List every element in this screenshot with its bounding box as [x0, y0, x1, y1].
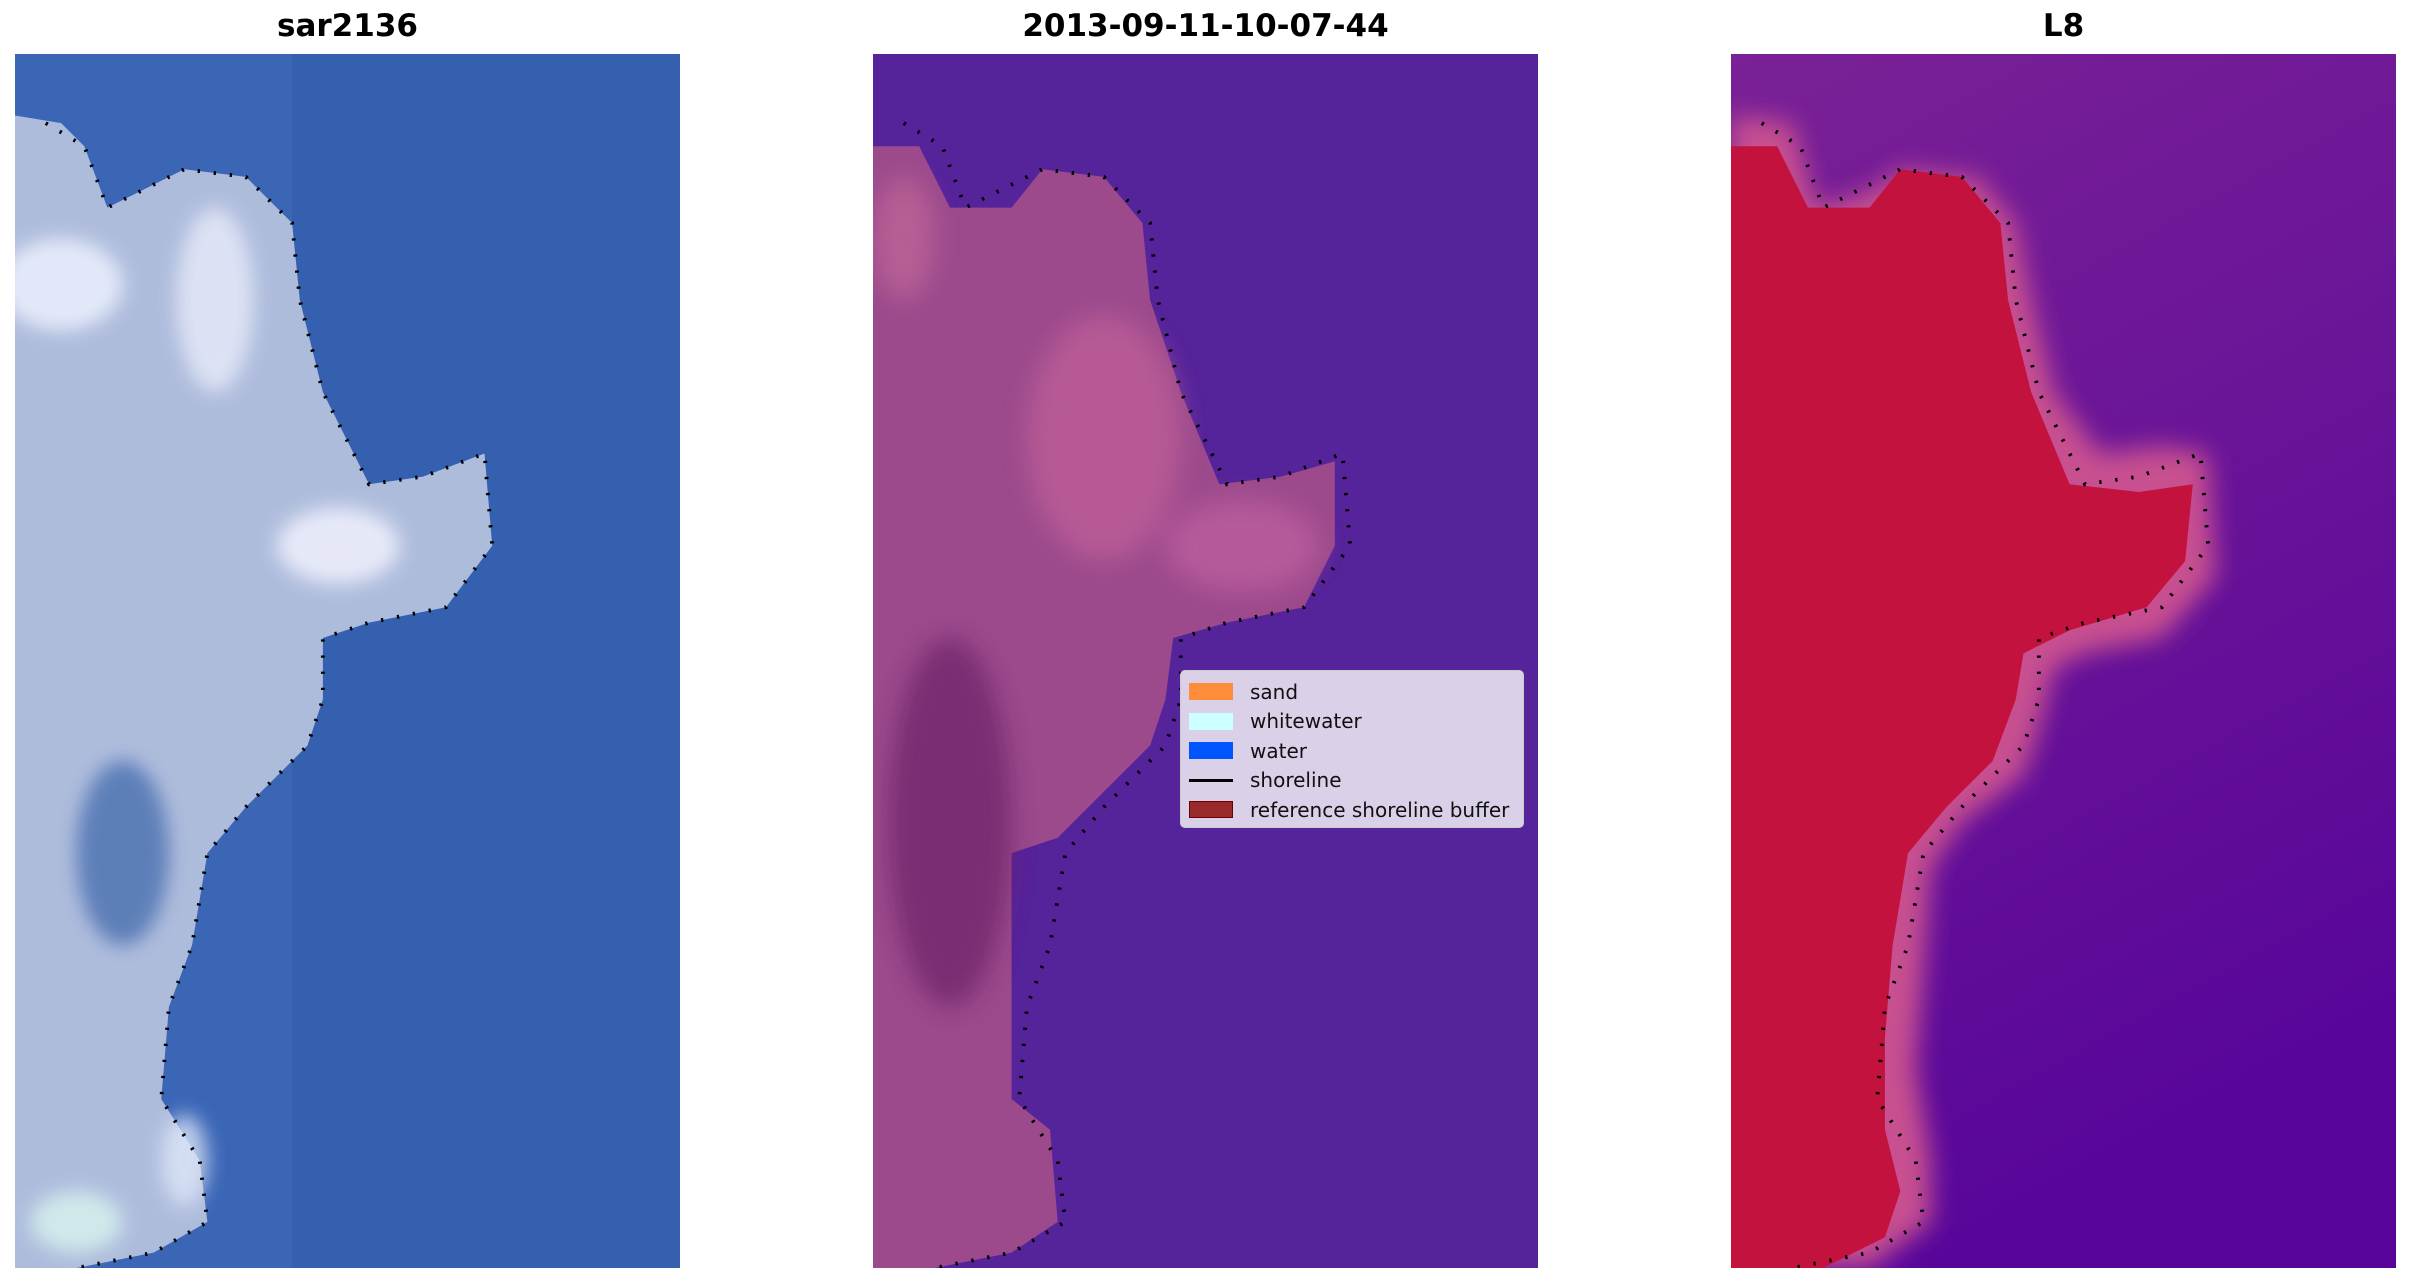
legend-label: water — [1250, 738, 1307, 763]
buffer-swatch — [1189, 801, 1233, 819]
legend: sand whitewater water shoreline referenc… — [1180, 670, 1524, 828]
water-swatch — [1189, 742, 1233, 760]
panel-title-3: L8 — [2042, 8, 2085, 44]
legend-label: reference shoreline buffer — [1250, 797, 1510, 822]
panel-title-1: sar2136 — [277, 8, 418, 44]
legend-item-water: water — [1189, 736, 1515, 766]
legend-label: sand — [1250, 679, 1299, 704]
panel-title-2: 2013-09-11-10-07-44 — [1022, 8, 1389, 44]
legend-item-whitewater: whitewater — [1189, 707, 1515, 737]
sand-swatch — [1189, 683, 1233, 701]
classified-image-panel — [873, 54, 1538, 1268]
legend-label: shoreline — [1250, 768, 1342, 793]
legend-item-reference-buffer: reference shoreline buffer — [1189, 795, 1515, 825]
legend-item-sand: sand — [1189, 677, 1515, 707]
legend-label: whitewater — [1250, 709, 1362, 734]
whitewater-swatch — [1189, 712, 1233, 730]
l8-image-panel — [1731, 54, 2396, 1268]
legend-item-shoreline: shoreline — [1189, 766, 1515, 796]
shoreline-line-swatch — [1189, 778, 1233, 782]
sar-image-panel — [15, 54, 680, 1268]
